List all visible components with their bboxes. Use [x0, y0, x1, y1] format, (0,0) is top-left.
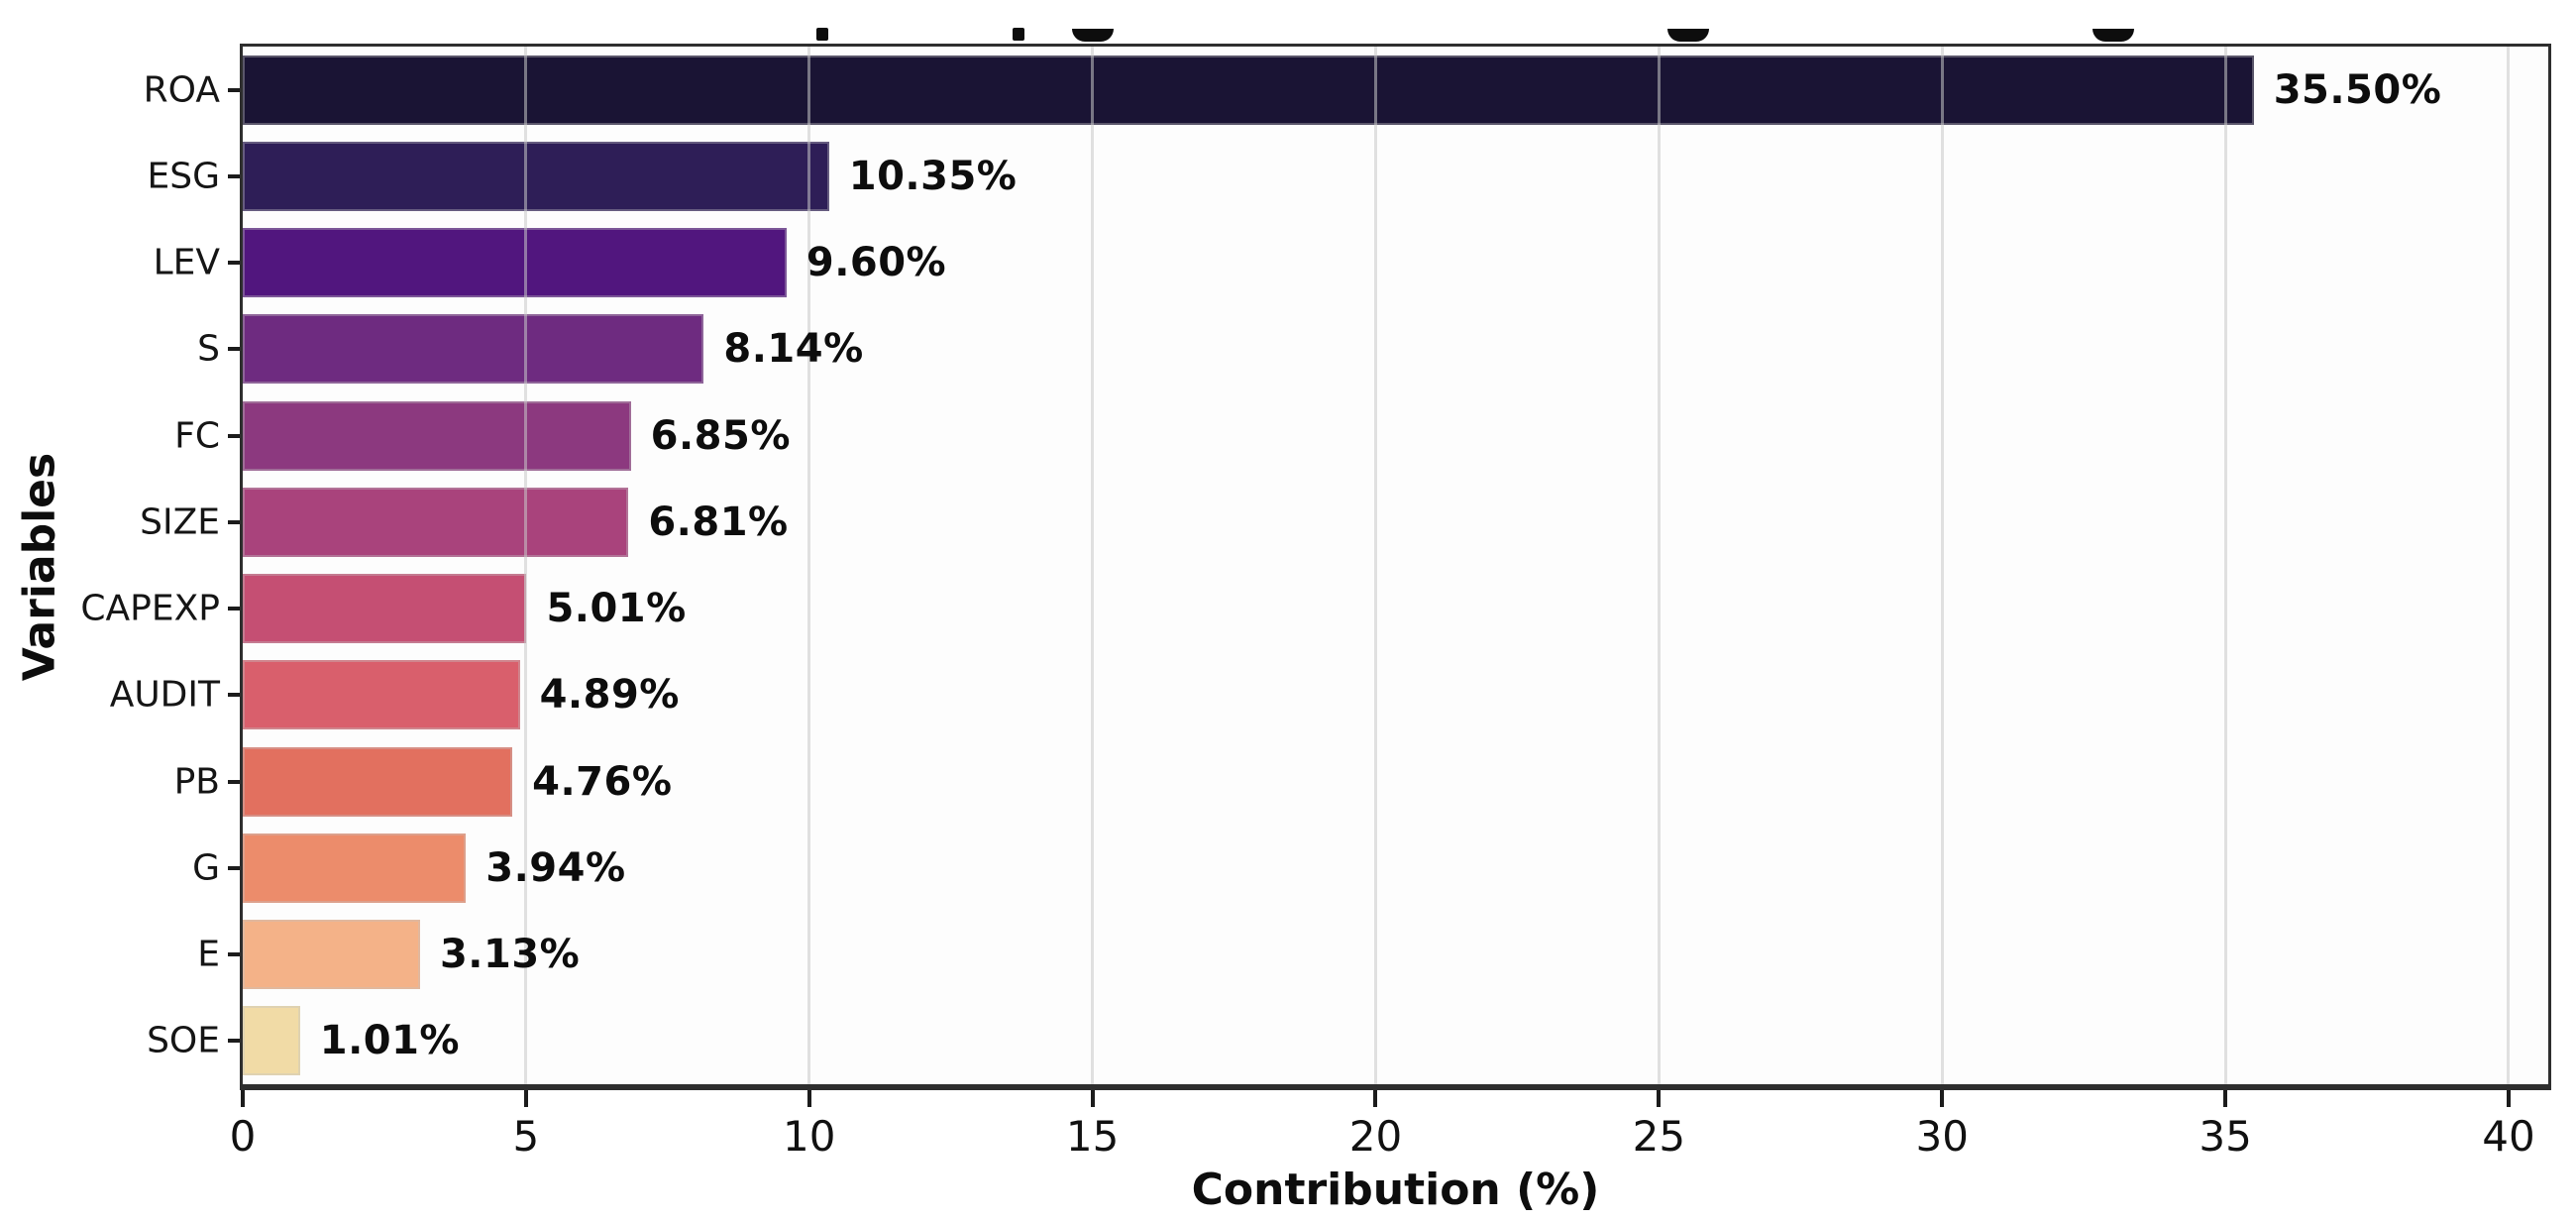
- bar-value-label-roa: 35.50%: [2273, 66, 2442, 113]
- x-tick-label-40: 40: [2482, 1112, 2535, 1161]
- cropped-title-descender: [1013, 28, 1024, 41]
- y-tick-esg: [228, 173, 242, 178]
- y-tick-label-e: E: [197, 934, 220, 975]
- bar-value-label-e: 3.13%: [439, 932, 581, 978]
- bar-esg: [243, 141, 829, 211]
- y-tick-label-audit: AUDIT: [109, 674, 220, 716]
- y-tick-label-pb: PB: [173, 761, 220, 803]
- x-tick-0: [241, 1090, 245, 1107]
- bar-fc: [243, 400, 631, 471]
- gridline-x-15: [1091, 47, 1095, 1084]
- bar-pb: [243, 746, 513, 817]
- gridline-x-10: [807, 47, 811, 1084]
- y-tick-s: [228, 347, 242, 352]
- x-tick-10: [806, 1090, 811, 1107]
- gridline-x-35: [2223, 47, 2227, 1084]
- bar-value-label-esg: 10.35%: [848, 153, 1018, 199]
- cropped-title-descender: [816, 28, 828, 41]
- bar-value-label-capexp: 5.01%: [546, 586, 687, 632]
- bar-size: [243, 487, 629, 557]
- bar-soe: [243, 1006, 300, 1076]
- bar-s: [243, 314, 704, 385]
- bar-value-label-pb: 4.76%: [532, 758, 673, 805]
- y-tick-label-fc: FC: [174, 415, 220, 457]
- x-tick-35: [2223, 1090, 2228, 1107]
- gridline-x-30: [1940, 47, 1944, 1084]
- x-tick-40: [2506, 1090, 2511, 1107]
- bar-value-label-lev: 9.60%: [805, 240, 947, 286]
- bar-value-label-g: 3.94%: [485, 844, 626, 891]
- x-tick-30: [1940, 1090, 1945, 1107]
- y-tick-pb: [228, 779, 242, 784]
- y-tick-fc: [228, 433, 242, 438]
- y-tick-e: [228, 952, 242, 957]
- y-tick-lev: [228, 261, 242, 266]
- bar-value-label-fc: 6.85%: [650, 412, 791, 459]
- x-tick-label-25: 25: [1632, 1112, 1686, 1161]
- gridline-x-20: [1373, 47, 1377, 1084]
- bar-value-label-s: 8.14%: [723, 326, 864, 373]
- plot-area: 35.50% 10.35% 9.60% 8.14% 6.85% 6.81% 5.01% 4.8…: [243, 47, 2548, 1084]
- bar-value-label-audit: 4.89%: [539, 672, 680, 719]
- x-tick-25: [1657, 1090, 1662, 1107]
- cropped-title-descender: [1667, 29, 1709, 42]
- y-tick-soe: [228, 1039, 242, 1044]
- y-tick-audit: [228, 693, 242, 698]
- y-tick-capexp: [228, 607, 242, 611]
- bar-value-label-size: 6.81%: [648, 499, 789, 545]
- x-tick-label-30: 30: [1915, 1112, 1969, 1161]
- x-tick-15: [1090, 1090, 1095, 1107]
- bar-e: [243, 920, 420, 990]
- y-tick-label-roa: ROA: [143, 69, 220, 111]
- bar-g: [243, 833, 467, 903]
- y-tick-label-lev: LEV: [153, 242, 220, 283]
- gridline-x-5: [524, 47, 528, 1084]
- y-tick-label-size: SIZE: [140, 501, 220, 543]
- bar-lev: [243, 228, 787, 298]
- x-tick-label-10: 10: [783, 1112, 836, 1161]
- y-tick-label-esg: ESG: [147, 156, 221, 197]
- y-tick-roa: [228, 87, 242, 92]
- x-tick-20: [1373, 1090, 1378, 1107]
- y-tick-label-g: G: [192, 847, 220, 889]
- bar-roa: [243, 55, 2254, 125]
- y-tick-label-soe: SOE: [147, 1020, 220, 1061]
- bar-audit: [243, 660, 520, 730]
- x-tick-5: [523, 1090, 528, 1107]
- bar-capexp: [243, 574, 527, 644]
- bar-value-label-soe: 1.01%: [319, 1018, 461, 1064]
- y-tick-size: [228, 519, 242, 524]
- x-tick-label-5: 5: [512, 1112, 540, 1161]
- x-tick-label-15: 15: [1065, 1112, 1120, 1161]
- cropped-title-descender: [1072, 29, 1114, 42]
- y-axis-title: Variables: [14, 452, 65, 682]
- x-tick-label-35: 35: [2199, 1112, 2252, 1161]
- gridline-x-40: [2507, 47, 2511, 1084]
- x-axis-title: Contribution (%): [1191, 1165, 1600, 1215]
- y-tick-g: [228, 865, 242, 870]
- cropped-title-descender: [2093, 29, 2134, 42]
- gridline-x-25: [1657, 47, 1661, 1084]
- x-tick-label-0: 0: [229, 1112, 257, 1161]
- y-tick-label-capexp: CAPEXP: [80, 588, 220, 629]
- y-tick-label-s: S: [197, 328, 220, 370]
- x-tick-label-20: 20: [1348, 1112, 1403, 1161]
